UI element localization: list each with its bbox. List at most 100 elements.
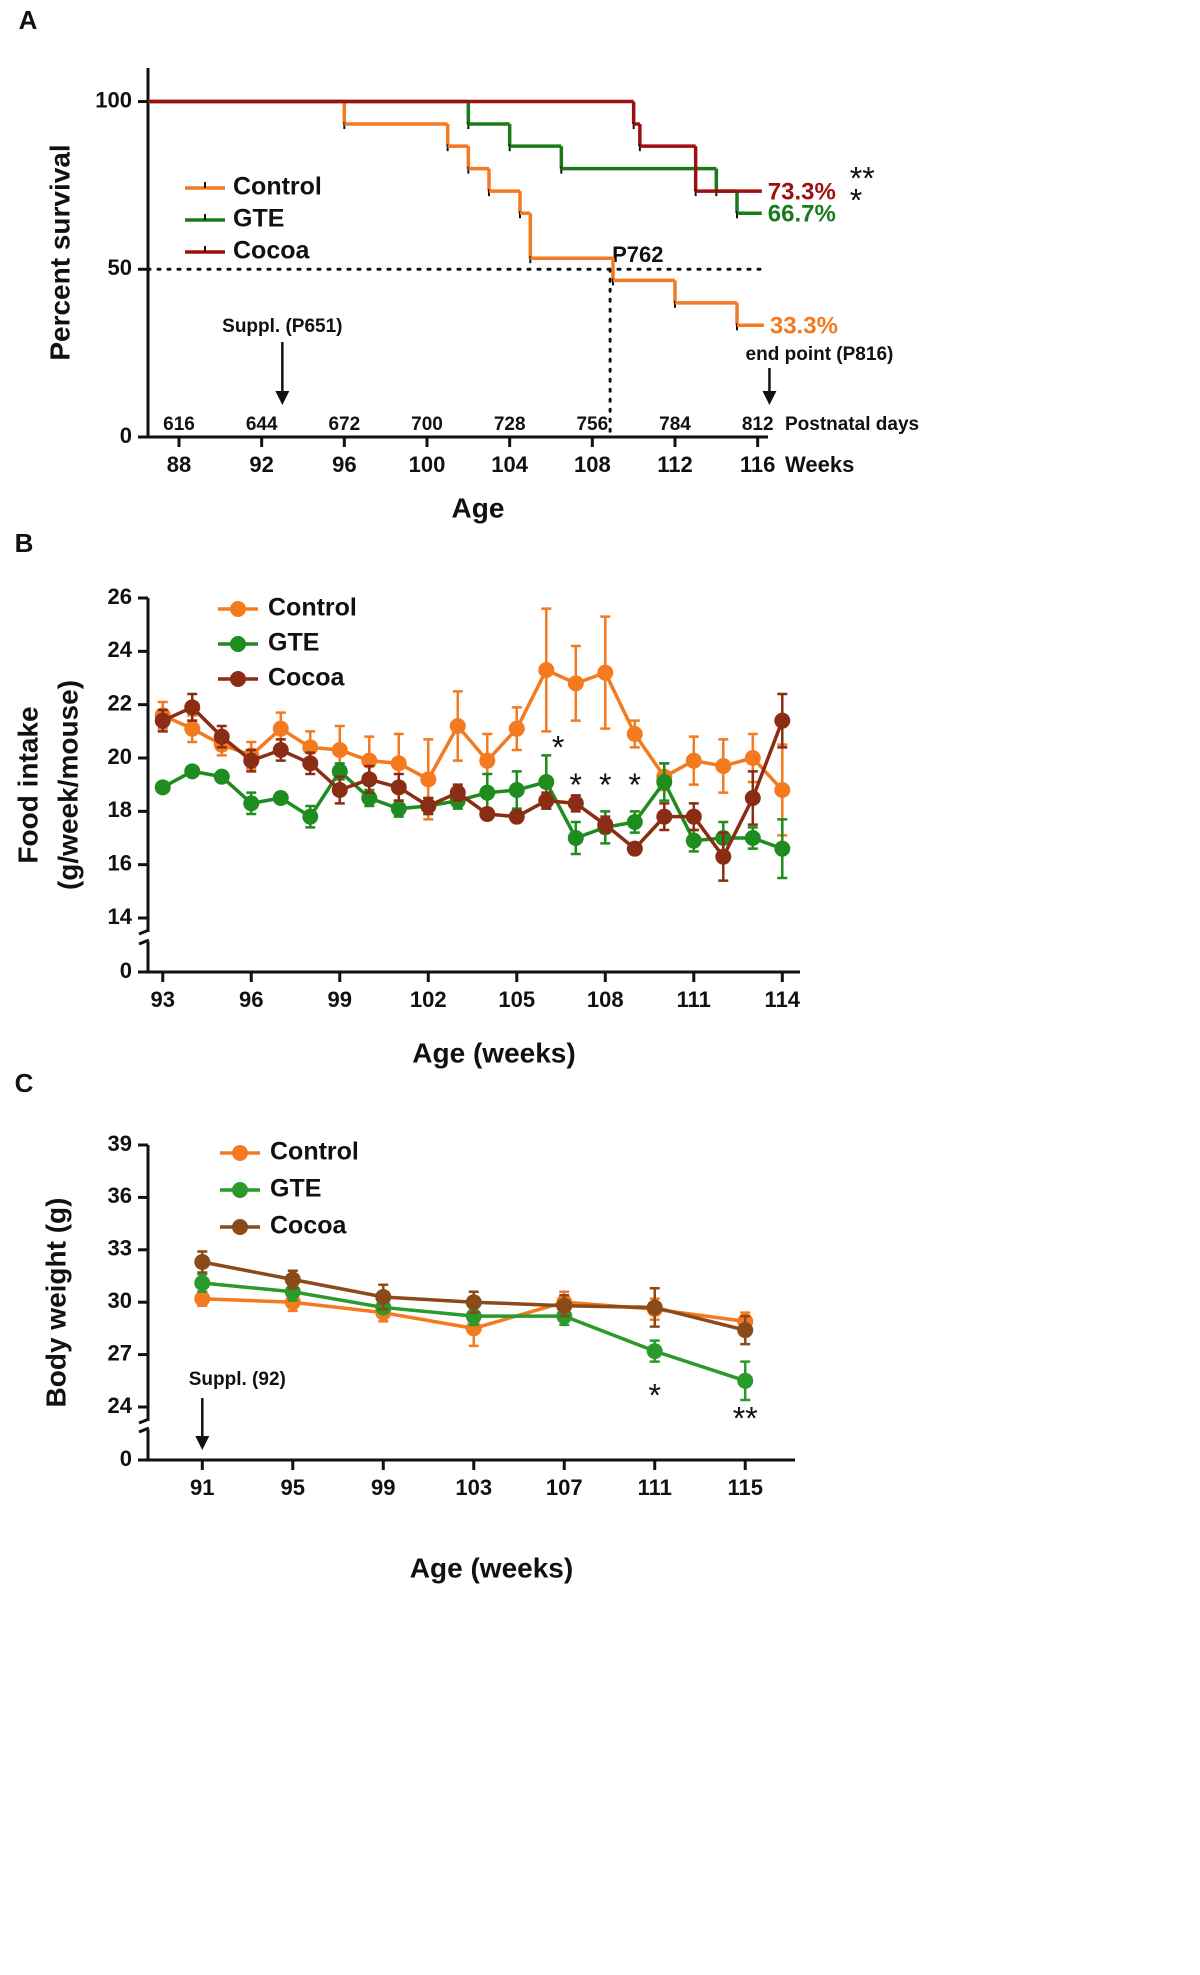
annotation: Suppl. (P651) (222, 316, 342, 337)
data-point (567, 795, 584, 812)
legend-label: Control (233, 173, 322, 201)
data-point (361, 790, 378, 806)
data-point (626, 814, 643, 830)
data-point (302, 755, 319, 772)
data-point (479, 806, 496, 822)
annotation: * (570, 767, 582, 803)
legend-label: Cocoa (268, 664, 346, 692)
y-tick-label: 22 (108, 690, 132, 715)
y-tick-label: 39 (108, 1131, 132, 1156)
data-point (390, 779, 407, 796)
data-point (361, 771, 378, 788)
data-point (420, 771, 437, 788)
data-point (213, 768, 230, 785)
y-tick-label: 30 (108, 1288, 132, 1313)
x2-tick-label: 672 (328, 414, 360, 435)
data-point (184, 763, 201, 780)
legend-label: Cocoa (233, 237, 311, 265)
annotation: * (629, 767, 641, 803)
x2-tick-label: 812 (742, 414, 774, 435)
x-axis-label: Age (weeks) (412, 1037, 575, 1068)
x-tick-label: 108 (587, 987, 624, 1012)
data-point (331, 742, 348, 758)
panel-letter: A (19, 5, 38, 35)
data-point (375, 1288, 392, 1305)
y-tick-label: 18 (108, 797, 132, 822)
x-tick-label: 102 (410, 987, 447, 1012)
data-point (194, 1290, 211, 1307)
x-tick-label: 92 (249, 452, 273, 477)
y-tick-label: 26 (108, 584, 132, 609)
x-tick-label: 93 (151, 987, 175, 1012)
data-point (272, 742, 289, 758)
x2-unit-label: Postnatal days (785, 414, 919, 435)
data-point (465, 1294, 482, 1311)
data-point (567, 675, 584, 692)
data-point (284, 1271, 301, 1288)
end-label: 66.7% (768, 201, 836, 228)
axis-break (138, 1417, 150, 1425)
y-tick-label: 16 (108, 850, 132, 875)
x-tick-label: 111 (677, 987, 711, 1012)
data-point (597, 664, 614, 681)
data-point (538, 774, 555, 790)
annotation: ** (733, 1400, 758, 1436)
x2-tick-label: 644 (246, 414, 278, 435)
data-point (774, 782, 791, 798)
x-tick-label: 112 (657, 452, 693, 477)
data-point (774, 840, 791, 857)
x-axis-label: Age (weeks) (410, 1552, 573, 1583)
data-point (715, 758, 732, 774)
x-tick-label: 104 (491, 452, 528, 477)
x-tick-label: 103 (455, 1475, 492, 1500)
data-point (646, 1299, 663, 1316)
data-point (744, 790, 761, 806)
data-point (685, 808, 702, 825)
x-tick-label: 91 (190, 1475, 214, 1500)
legend-marker (230, 601, 246, 617)
x-tick-label: 100 (409, 452, 446, 477)
x-tick-label: 105 (498, 987, 535, 1012)
annotation: Suppl. (92) (189, 1369, 286, 1390)
y-axis-label: (g/week/mouse) (52, 680, 83, 890)
data-point (361, 752, 378, 769)
x-tick-label: 96 (332, 452, 356, 477)
data-point (715, 848, 732, 865)
reference-label: P762 (612, 242, 663, 267)
y-axis-label: Food intake (12, 706, 43, 863)
y-axis-label: Body weight (g) (40, 1198, 71, 1408)
x-tick-label: 95 (281, 1475, 305, 1500)
series-line (162, 667, 784, 792)
data-point (154, 712, 171, 729)
data-point (154, 779, 171, 796)
y-tick-label: 100 (95, 87, 132, 112)
data-point (685, 752, 702, 769)
legend-label: GTE (268, 629, 319, 657)
data-point (184, 720, 201, 737)
panel-letter: B (15, 528, 34, 558)
y-tick-label: 0 (120, 423, 132, 448)
y-axis-label: Percent survival (44, 144, 75, 360)
x2-tick-label: 756 (576, 414, 608, 435)
axis-break (138, 1426, 150, 1434)
x-tick-label: 111 (638, 1475, 672, 1500)
data-point (479, 784, 496, 801)
axis-break (138, 928, 150, 936)
panel-letter: C (15, 1068, 34, 1098)
data-point (508, 720, 525, 737)
annotation: * (649, 1378, 661, 1414)
end-label: 73.3% (768, 178, 836, 205)
x-tick-label: 99 (371, 1475, 395, 1500)
legend-marker (232, 1219, 248, 1235)
y-tick-label: 0 (120, 958, 132, 983)
series-line (162, 705, 784, 860)
arrow-head (195, 1436, 210, 1450)
data-point (656, 774, 673, 790)
data-point (508, 808, 525, 825)
data-point (331, 782, 348, 798)
x2-tick-label: 616 (163, 414, 195, 435)
legend-label: GTE (233, 205, 284, 233)
data-point (449, 784, 466, 801)
x-unit-label: Weeks (785, 452, 854, 477)
data-point (331, 763, 348, 780)
